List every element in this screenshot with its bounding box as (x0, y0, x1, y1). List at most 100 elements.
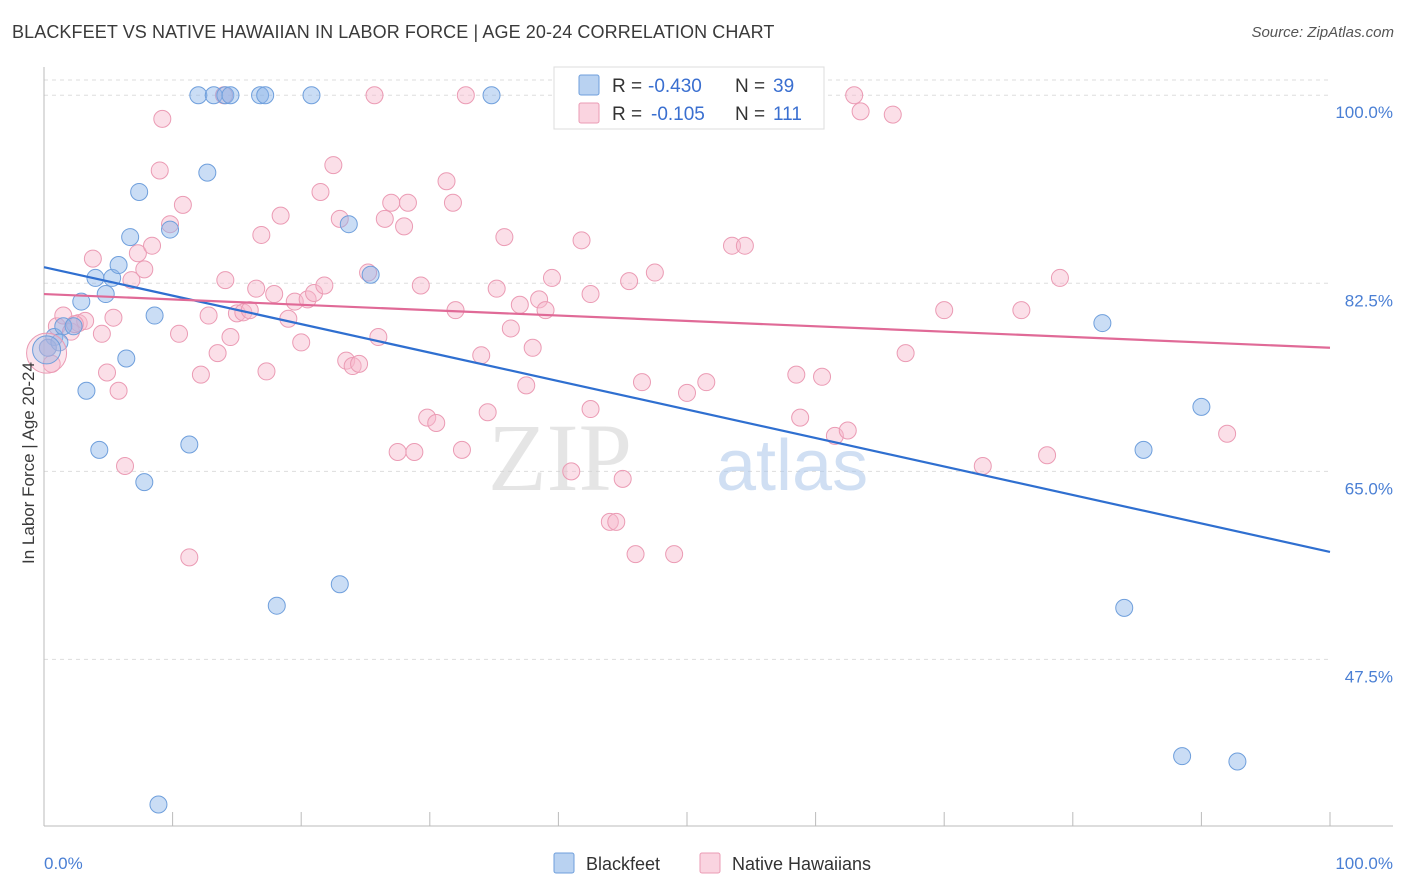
point-1-90 (723, 236, 742, 255)
watermark: ZIP atlas (488, 404, 868, 511)
point-1-83 (620, 272, 639, 291)
point-0-6 (90, 440, 109, 459)
point-1-9 (104, 308, 123, 327)
point-0-33 (1134, 440, 1153, 459)
chart-title: BLACKFEET VS NATIVE HAWAIIAN IN LABOR FO… (12, 22, 775, 42)
point-0-3 (72, 292, 91, 311)
legend-n-label-1: N = (735, 104, 765, 125)
x-tick-label-0: 0.0% (44, 854, 83, 873)
point-1-60 (437, 172, 456, 191)
legend-swatch-blackfeet (578, 74, 600, 96)
point-1-49 (365, 86, 384, 105)
point-1-77 (572, 231, 591, 250)
point-1-18 (161, 215, 180, 234)
data-points (26, 86, 1247, 814)
point-1-12 (122, 271, 141, 290)
trend-line-1 (43, 292, 1331, 349)
point-0-35 (1192, 397, 1211, 416)
axes (43, 67, 1393, 827)
point-1-102 (935, 301, 954, 320)
point-0-23 (251, 86, 270, 105)
source-label: Source: ZipAtlas.com (1251, 24, 1394, 41)
point-1-8 (98, 363, 117, 382)
point-1-61 (443, 193, 462, 212)
point-0-11 (121, 228, 140, 247)
point-1-100 (883, 105, 902, 124)
point-1-86 (645, 263, 664, 282)
point-0-34 (1173, 747, 1192, 766)
point-1-106 (1050, 268, 1069, 287)
point-0-28 (339, 215, 358, 234)
point-1-40 (305, 283, 324, 302)
legend-r-label-1: R = (612, 104, 642, 125)
legend-r-value-0: -0.430 (648, 76, 702, 97)
point-0-7 (96, 285, 115, 304)
point-1-53 (388, 443, 407, 462)
bottom-legend-label-native-hawaiians: Native Hawaiians (732, 854, 871, 874)
point-1-54 (395, 217, 414, 236)
point-0-37 (38, 338, 57, 357)
point-1-71 (517, 376, 536, 395)
point-1-42 (315, 276, 334, 295)
point-0-24 (256, 86, 275, 105)
point-1-99 (851, 102, 870, 121)
point-1-52 (382, 193, 401, 212)
point-1-26 (216, 271, 235, 290)
point-cluster-native-hawaiians (26, 332, 68, 374)
point-1-97 (838, 421, 857, 440)
point-1-43 (324, 156, 343, 175)
point-cluster-blackfeet (32, 335, 62, 365)
y-tick-label-0: 100.0% (1335, 103, 1393, 122)
point-1-7 (92, 324, 111, 343)
point-1-95 (813, 367, 832, 386)
point-1-31 (247, 279, 266, 298)
point-0-29 (361, 265, 380, 284)
point-1-70 (510, 295, 529, 314)
bottom-legend-label-blackfeet: Blackfeet (586, 854, 660, 874)
point-1-39 (298, 290, 317, 309)
trend-line-0 (43, 266, 1331, 554)
point-0-38 (50, 333, 69, 352)
point-0-26 (302, 86, 321, 105)
point-0-31 (1093, 314, 1112, 333)
x-tick-label-1: 100.0% (1335, 854, 1393, 873)
point-0-32 (1115, 598, 1134, 617)
point-1-51 (375, 209, 394, 228)
point-1-16 (150, 161, 169, 180)
legend: R = -0.430 N = 39 R = -0.105 N = 111 (553, 66, 825, 130)
legend-n-value-0: 39 (773, 76, 794, 97)
point-1-72 (523, 338, 542, 357)
grid-lines (44, 79, 1330, 660)
point-0-21 (216, 86, 235, 105)
y-tick-labels: 100.0% 82.5% 65.0% 47.5% (1335, 103, 1393, 686)
point-1-38 (292, 333, 311, 352)
point-1-79 (581, 400, 600, 419)
legend-swatch-native-hawaiians (578, 102, 600, 124)
point-1-73 (530, 290, 549, 309)
x-tick-labels: 0.0% 100.0% (44, 854, 1393, 873)
y-tick-label-3: 47.5% (1345, 667, 1393, 686)
bottom-legend-swatch-native-hawaiians (699, 852, 721, 874)
point-1-34 (265, 285, 284, 304)
point-1-91 (735, 236, 754, 255)
point-1-23 (199, 306, 218, 325)
point-1-55 (398, 193, 417, 212)
point-1-93 (787, 365, 806, 384)
point-1-105 (1038, 446, 1057, 465)
point-1-63 (452, 440, 471, 459)
point-1-47 (350, 354, 369, 373)
point-1-21 (180, 548, 199, 567)
point-0-14 (145, 306, 164, 325)
point-1-82 (613, 469, 632, 488)
watermark-zip: ZIP (488, 404, 632, 511)
trend-lines (43, 266, 1331, 554)
point-0-17 (180, 435, 199, 454)
y-axis-label: In Labor Force | Age 20-24 (19, 362, 38, 564)
point-0-18 (189, 86, 208, 105)
point-1-33 (257, 362, 276, 381)
point-0-15 (149, 795, 168, 814)
point-0-30 (482, 86, 501, 105)
point-1-75 (542, 268, 561, 287)
point-0-12 (130, 182, 149, 201)
point-1-44 (330, 209, 349, 228)
